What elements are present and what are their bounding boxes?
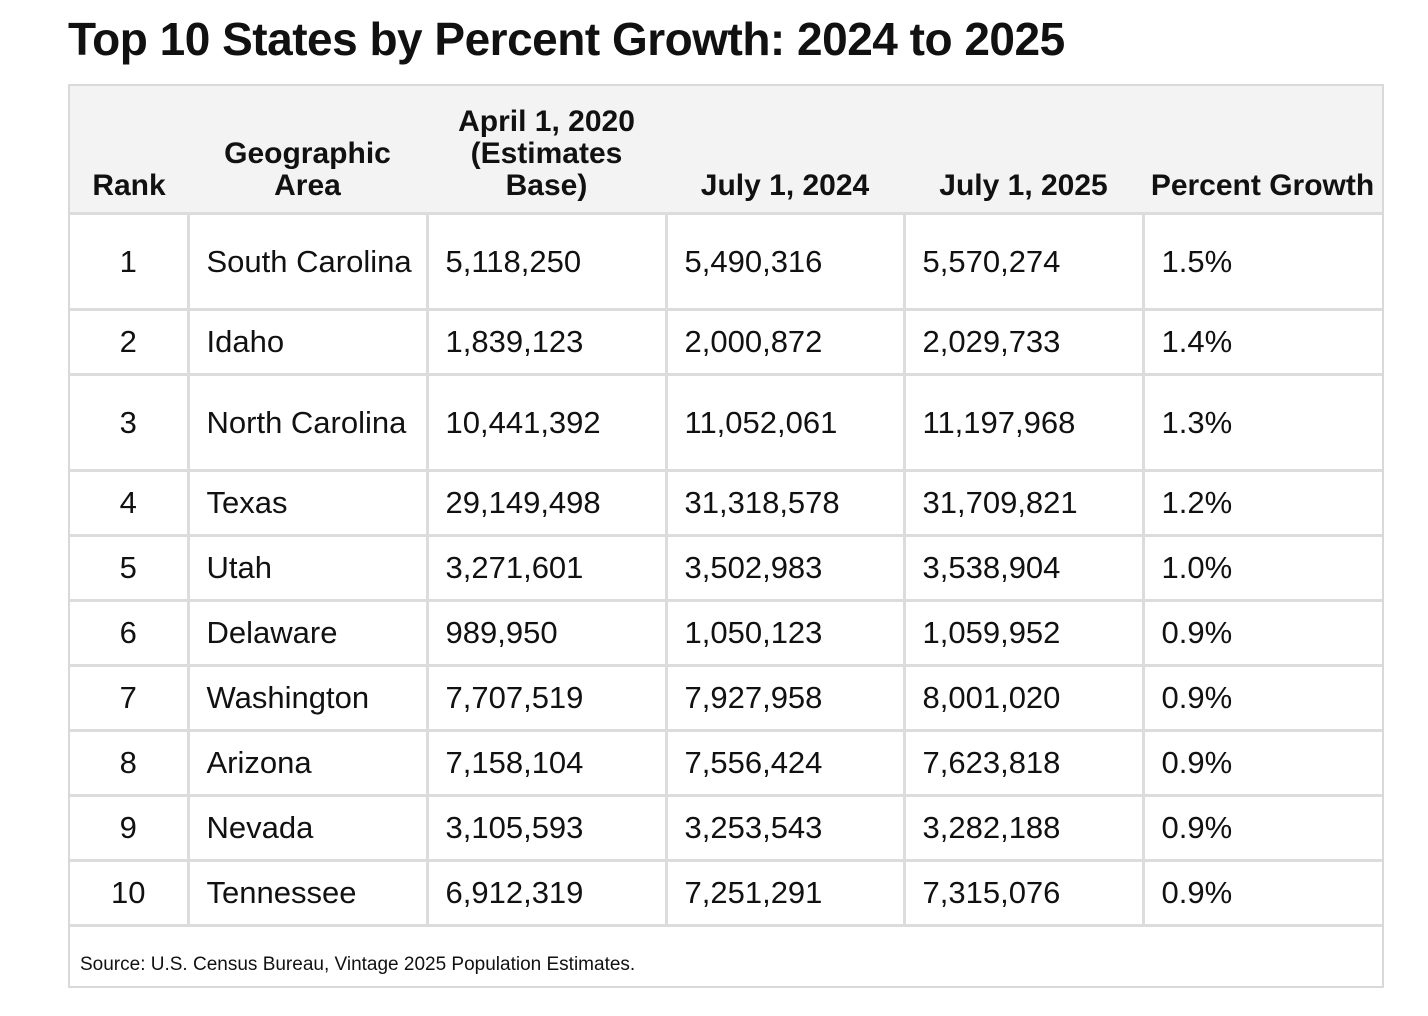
cell-rank: 10 <box>70 861 188 926</box>
cell-july-2024: 7,556,424 <box>666 731 904 796</box>
cell-percent-growth: 1.2% <box>1143 471 1382 536</box>
cell-july-2024: 7,927,958 <box>666 666 904 731</box>
table-row: 2 Idaho 1,839,123 2,000,872 2,029,733 1.… <box>70 310 1382 375</box>
cell-rank: 9 <box>70 796 188 861</box>
header-rank: Rank <box>70 86 188 214</box>
cell-percent-growth: 1.4% <box>1143 310 1382 375</box>
cell-estimates-base: 989,950 <box>427 601 666 666</box>
cell-area: Utah <box>188 536 427 601</box>
header-july-2025: July 1, 2025 <box>904 86 1143 214</box>
cell-area: Nevada <box>188 796 427 861</box>
table-row: 3 North Carolina 10,441,392 11,052,061 1… <box>70 375 1382 471</box>
cell-july-2024: 1,050,123 <box>666 601 904 666</box>
cell-percent-growth: 0.9% <box>1143 666 1382 731</box>
cell-rank: 5 <box>70 536 188 601</box>
cell-area: Texas <box>188 471 427 536</box>
header-percent-growth: Percent Growth <box>1143 86 1382 214</box>
page-title: Top 10 States by Percent Growth: 2024 to… <box>68 12 1065 66</box>
cell-july-2024: 7,251,291 <box>666 861 904 926</box>
cell-july-2024: 11,052,061 <box>666 375 904 471</box>
table-row: 7 Washington 7,707,519 7,927,958 8,001,0… <box>70 666 1382 731</box>
header-geographic-area: Geographic Area <box>188 86 427 214</box>
cell-rank: 3 <box>70 375 188 471</box>
cell-area: Arizona <box>188 731 427 796</box>
cell-estimates-base: 10,441,392 <box>427 375 666 471</box>
cell-rank: 4 <box>70 471 188 536</box>
cell-estimates-base: 6,912,319 <box>427 861 666 926</box>
cell-estimates-base: 3,271,601 <box>427 536 666 601</box>
cell-july-2025: 3,282,188 <box>904 796 1143 861</box>
cell-estimates-base: 7,158,104 <box>427 731 666 796</box>
cell-rank: 7 <box>70 666 188 731</box>
cell-estimates-base: 3,105,593 <box>427 796 666 861</box>
cell-july-2024: 2,000,872 <box>666 310 904 375</box>
table-row: 9 Nevada 3,105,593 3,253,543 3,282,188 0… <box>70 796 1382 861</box>
cell-area: Tennessee <box>188 861 427 926</box>
table-row: 1 South Carolina 5,118,250 5,490,316 5,5… <box>70 214 1382 310</box>
cell-july-2025: 8,001,020 <box>904 666 1143 731</box>
cell-percent-growth: 1.3% <box>1143 375 1382 471</box>
cell-area: Washington <box>188 666 427 731</box>
cell-rank: 2 <box>70 310 188 375</box>
cell-area: Delaware <box>188 601 427 666</box>
cell-july-2025: 7,623,818 <box>904 731 1143 796</box>
cell-estimates-base: 29,149,498 <box>427 471 666 536</box>
source-note: Source: U.S. Census Bureau, Vintage 2025… <box>80 954 635 976</box>
table-row: 6 Delaware 989,950 1,050,123 1,059,952 0… <box>70 601 1382 666</box>
cell-july-2025: 2,029,733 <box>904 310 1143 375</box>
table-row: 4 Texas 29,149,498 31,318,578 31,709,821… <box>70 471 1382 536</box>
cell-estimates-base: 7,707,519 <box>427 666 666 731</box>
cell-percent-growth: 0.9% <box>1143 796 1382 861</box>
header-row: Rank Geographic Area April 1, 2020 (Esti… <box>70 86 1382 214</box>
cell-july-2025: 5,570,274 <box>904 214 1143 310</box>
cell-july-2025: 1,059,952 <box>904 601 1143 666</box>
cell-estimates-base: 5,118,250 <box>427 214 666 310</box>
growth-table-container: Rank Geographic Area April 1, 2020 (Esti… <box>68 84 1384 988</box>
table-row: 10 Tennessee 6,912,319 7,251,291 7,315,0… <box>70 861 1382 926</box>
cell-area: North Carolina <box>188 375 427 471</box>
table-body: 1 South Carolina 5,118,250 5,490,316 5,5… <box>70 214 1382 926</box>
cell-july-2025: 7,315,076 <box>904 861 1143 926</box>
cell-percent-growth: 1.0% <box>1143 536 1382 601</box>
cell-estimates-base: 1,839,123 <box>427 310 666 375</box>
table-header: Rank Geographic Area April 1, 2020 (Esti… <box>70 86 1382 214</box>
header-estimates-base: April 1, 2020 (Estimates Base) <box>427 86 666 214</box>
cell-july-2025: 11,197,968 <box>904 375 1143 471</box>
cell-july-2025: 3,538,904 <box>904 536 1143 601</box>
cell-july-2024: 31,318,578 <box>666 471 904 536</box>
cell-area: Idaho <box>188 310 427 375</box>
growth-table: Rank Geographic Area April 1, 2020 (Esti… <box>70 86 1382 927</box>
cell-percent-growth: 1.5% <box>1143 214 1382 310</box>
cell-july-2024: 3,502,983 <box>666 536 904 601</box>
cell-percent-growth: 0.9% <box>1143 861 1382 926</box>
cell-july-2024: 3,253,543 <box>666 796 904 861</box>
header-july-2024: July 1, 2024 <box>666 86 904 214</box>
cell-percent-growth: 0.9% <box>1143 731 1382 796</box>
cell-area: South Carolina <box>188 214 427 310</box>
cell-rank: 8 <box>70 731 188 796</box>
cell-percent-growth: 0.9% <box>1143 601 1382 666</box>
cell-rank: 6 <box>70 601 188 666</box>
table-row: 8 Arizona 7,158,104 7,556,424 7,623,818 … <box>70 731 1382 796</box>
table-row: 5 Utah 3,271,601 3,502,983 3,538,904 1.0… <box>70 536 1382 601</box>
cell-july-2025: 31,709,821 <box>904 471 1143 536</box>
cell-rank: 1 <box>70 214 188 310</box>
cell-july-2024: 5,490,316 <box>666 214 904 310</box>
